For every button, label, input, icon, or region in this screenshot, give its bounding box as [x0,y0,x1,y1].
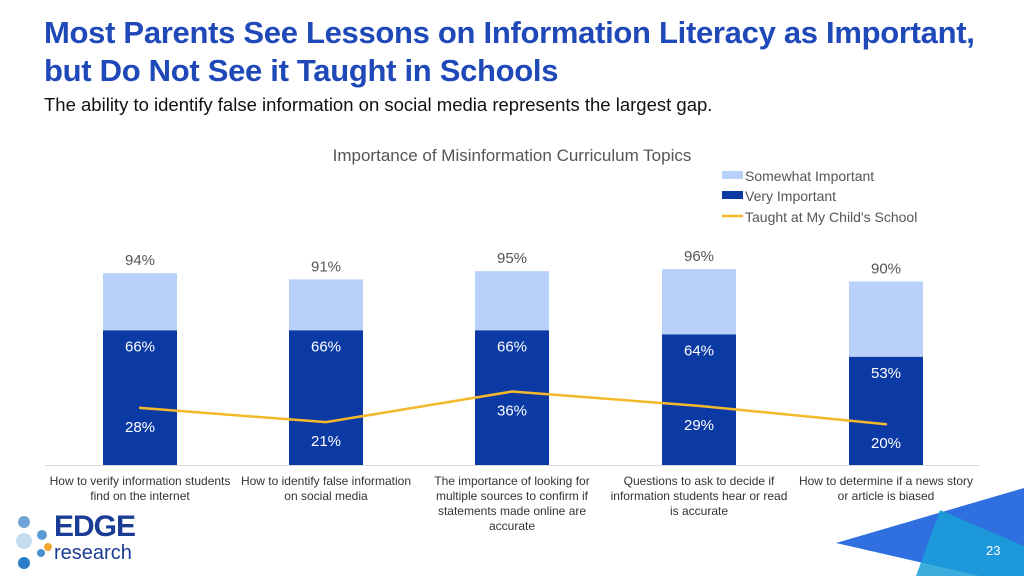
total-label: 94% [125,252,155,269]
taught-point [697,404,701,408]
very-important-label: 66% [497,338,527,355]
legend-swatch-0 [722,171,743,179]
page-number: 23 [986,543,1001,558]
very-important-label: 53% [871,365,901,382]
category-label: Questions to ask to decide if informatio… [610,474,788,518]
bar-somewhat-important [849,281,923,357]
total-label: 90% [871,260,901,277]
category-label: How to identify false information on soc… [240,474,412,503]
category-label: How to determine if a news story or arti… [798,474,974,503]
chart-title: Importance of Misinformation Curriculum … [333,146,692,165]
edge-logo-dots [16,516,52,569]
legend-label-1: Very Important [745,188,836,204]
total-label: 96% [684,248,714,265]
taught-label: 20% [871,435,901,452]
very-important-label: 66% [125,338,155,355]
very-important-label: 64% [684,342,714,359]
taught-label: 36% [497,403,527,420]
page-subtitle: The ability to identify false informatio… [44,94,713,115]
page-title: Most Parents See Lessons on Information … [44,15,975,88]
taught-point [138,406,142,410]
total-label: 95% [497,250,527,267]
very-important-label: 66% [311,338,341,355]
bar-somewhat-important [103,273,177,331]
bar-somewhat-important [662,269,736,335]
bar-very-important [849,356,923,465]
total-label: 91% [311,258,341,275]
legend-label-2: Taught at My Child's School [745,209,917,225]
logo-research: research [54,542,132,564]
taught-point [884,423,888,426]
category-label: How to verify information students find … [49,474,231,503]
bar-very-important [103,330,177,465]
bar-very-important [289,330,363,465]
taught-point [324,420,328,424]
taught-label: 21% [311,433,341,450]
bar-very-important [475,330,549,465]
taught-point [510,390,514,393]
bar-somewhat-important [475,271,549,331]
legend-swatch-1 [722,191,743,199]
logo-edge: EDGE [54,510,136,543]
legend-label-0: Somewhat Important [745,168,874,184]
bar-very-important [662,334,736,465]
taught-label: 28% [125,419,155,436]
bar-somewhat-important [289,279,363,331]
taught-label: 29% [684,417,714,434]
category-label: The importance of looking for multiple s… [434,474,590,533]
